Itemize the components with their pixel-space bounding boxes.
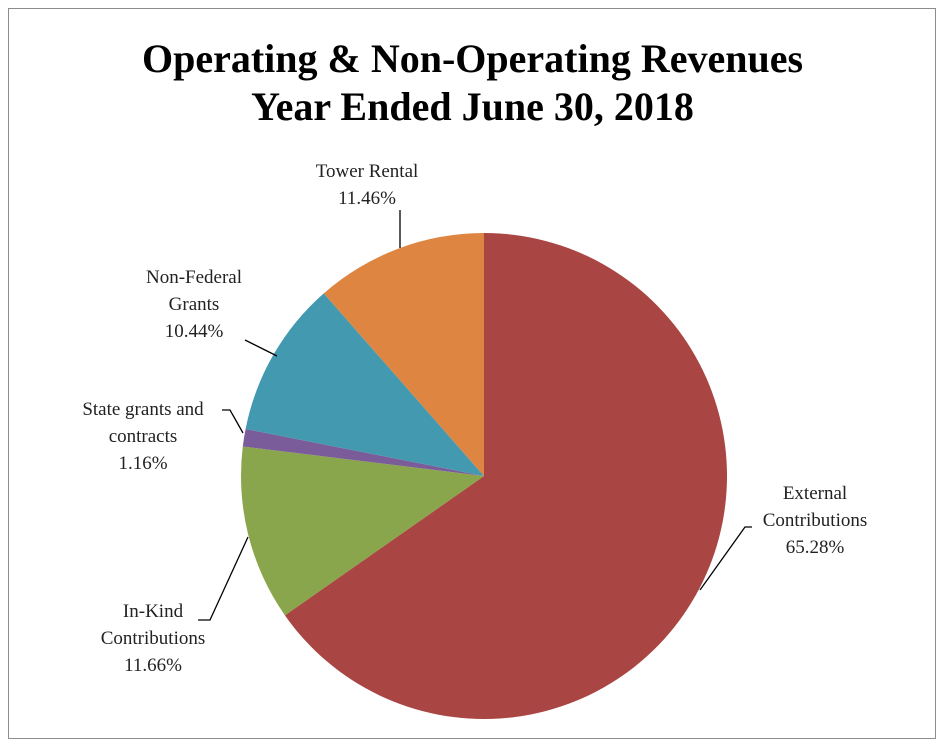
data-label: In-Kind Contributions 11.66% bbox=[78, 598, 228, 679]
data-label: State grants and contracts 1.16% bbox=[56, 396, 231, 477]
leader-line bbox=[244, 339, 278, 357]
value-label: 11.66% bbox=[124, 655, 182, 676]
pie-slice bbox=[323, 233, 484, 476]
pie-slice bbox=[240, 446, 484, 616]
leader-line bbox=[699, 526, 752, 591]
data-label: External Contributions 65.28% bbox=[740, 480, 890, 561]
category-label: External Contributions bbox=[762, 483, 868, 531]
pie-slice bbox=[284, 233, 728, 719]
category-label: Non-Federal Grants bbox=[145, 267, 243, 315]
chart-title: Operating & Non-Operating Revenues bbox=[141, 36, 804, 81]
data-label: Tower Rental 11.46% bbox=[297, 158, 437, 212]
value-label: 1.16% bbox=[118, 453, 168, 474]
data-label: Non-Federal Grants 10.44% bbox=[129, 264, 259, 345]
pie-slice bbox=[242, 428, 484, 476]
leader-line bbox=[222, 409, 244, 434]
category-label: State grants and contracts bbox=[82, 399, 204, 447]
chart-frame bbox=[8, 8, 936, 739]
category-label: In-Kind Contributions bbox=[100, 601, 206, 649]
category-label: Tower Rental bbox=[315, 161, 419, 182]
pie-slice bbox=[245, 293, 484, 476]
value-label: 10.44% bbox=[164, 321, 224, 342]
value-label: 11.46% bbox=[338, 188, 396, 209]
chart-subtitle: Year Ended June 30, 2018 bbox=[251, 84, 694, 129]
leader-line bbox=[198, 536, 249, 621]
value-label: 65.28% bbox=[785, 537, 845, 558]
